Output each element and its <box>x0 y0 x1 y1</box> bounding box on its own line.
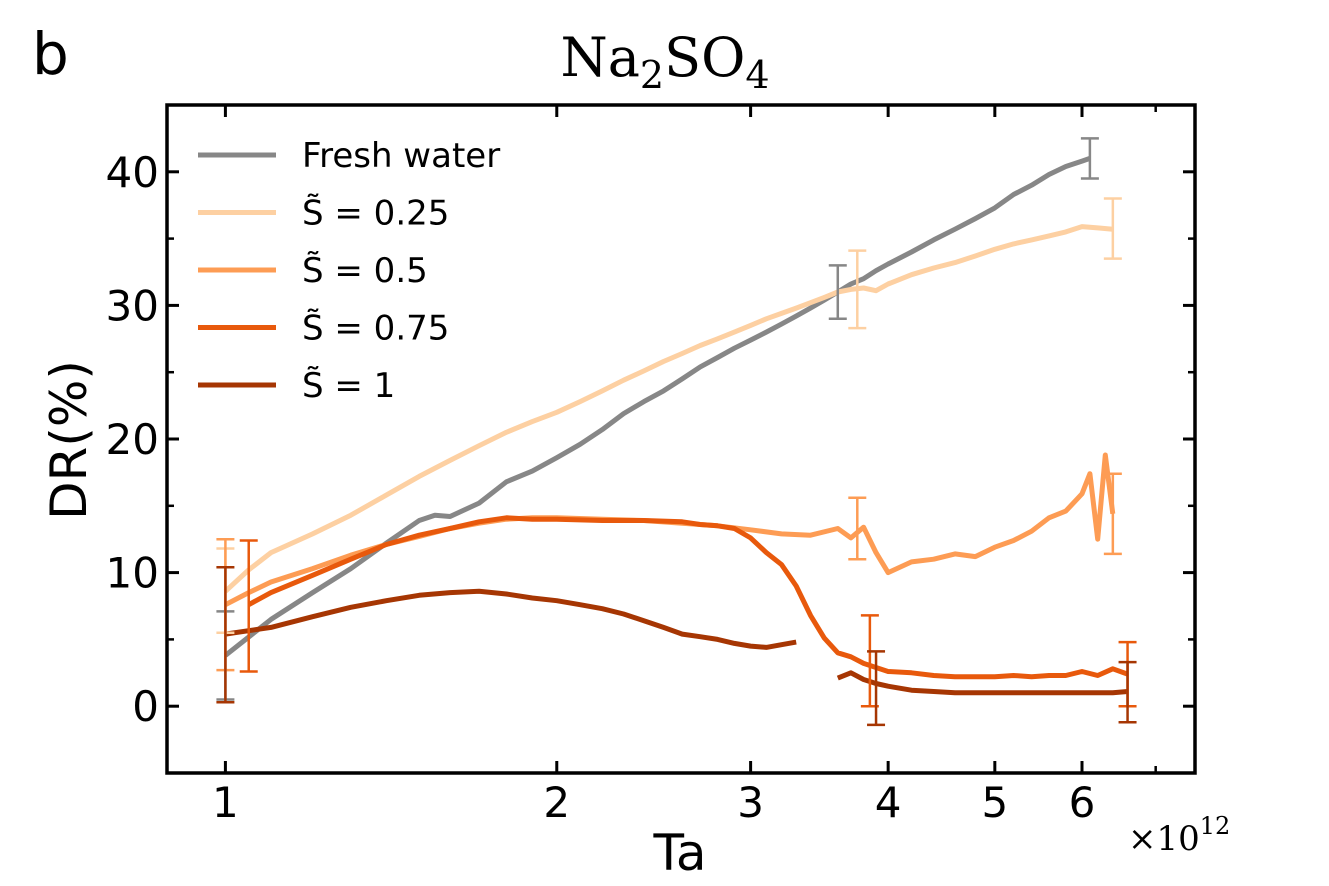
legend-entry: S̃ = 0.5 <box>198 251 428 291</box>
error-bar <box>216 566 235 704</box>
error-bar <box>848 496 867 561</box>
legend-entry: S̃ = 0.25 <box>198 193 449 234</box>
y-tick-label: 20 <box>106 415 159 464</box>
x-axis: 1 2 3 4 5 6 <box>212 105 1157 827</box>
error-bar <box>1103 472 1122 556</box>
legend-label: S̃ = 0.5 <box>302 251 428 291</box>
series-line-4 <box>225 588 1128 696</box>
errorbar-layer <box>216 137 1137 727</box>
legend-entry: S̃ = 1 <box>198 366 395 406</box>
legend-label: S̃ = 0.75 <box>302 308 449 348</box>
x-tick-label: 3 <box>737 778 764 827</box>
series-layer <box>223 156 1129 696</box>
error-bar <box>1103 197 1122 260</box>
error-bar <box>867 650 886 727</box>
y-tick-label: 30 <box>106 281 159 330</box>
legend-label: Fresh water <box>302 136 500 176</box>
series-line-0 <box>223 156 1091 658</box>
y-axis-label: DR(%) <box>40 360 98 520</box>
y-tick-label: 0 <box>132 682 159 731</box>
x-tick-label: 6 <box>1069 778 1096 827</box>
y-tick-label: 40 <box>106 148 159 197</box>
series-line-1 <box>223 224 1114 594</box>
error-bar <box>1118 660 1137 724</box>
error-bar <box>239 539 258 673</box>
error-bar <box>828 264 847 321</box>
x-axis-label: Ta <box>653 824 707 882</box>
x-tick-label: 1 <box>212 778 239 827</box>
y-axis: 0 10 20 30 40 <box>106 148 1195 731</box>
x-tick-label: 5 <box>981 778 1008 827</box>
series-line-3 <box>247 515 1129 680</box>
legend-entry: S̃ = 0.75 <box>198 308 449 349</box>
legend: Fresh water S̃ = 0.25 S̃ = 0.5 S̃ = 0.75 S̃ … <box>198 136 500 406</box>
legend-label: S̃ = 1 <box>302 366 395 406</box>
x-multiplier: ×1012 <box>1128 812 1230 859</box>
y-tick-label: 10 <box>106 549 159 598</box>
legend-label: S̃ = 0.25 <box>302 193 449 233</box>
series-line-2 <box>224 452 1116 607</box>
panel-label: b <box>32 20 69 88</box>
x-tick-label: 2 <box>543 778 570 827</box>
x-tick-label: 4 <box>875 778 902 827</box>
error-bar <box>848 249 867 330</box>
error-bar <box>1080 137 1099 180</box>
legend-entry: Fresh water <box>198 136 500 176</box>
chart-title: Na2SO4 <box>560 26 769 97</box>
